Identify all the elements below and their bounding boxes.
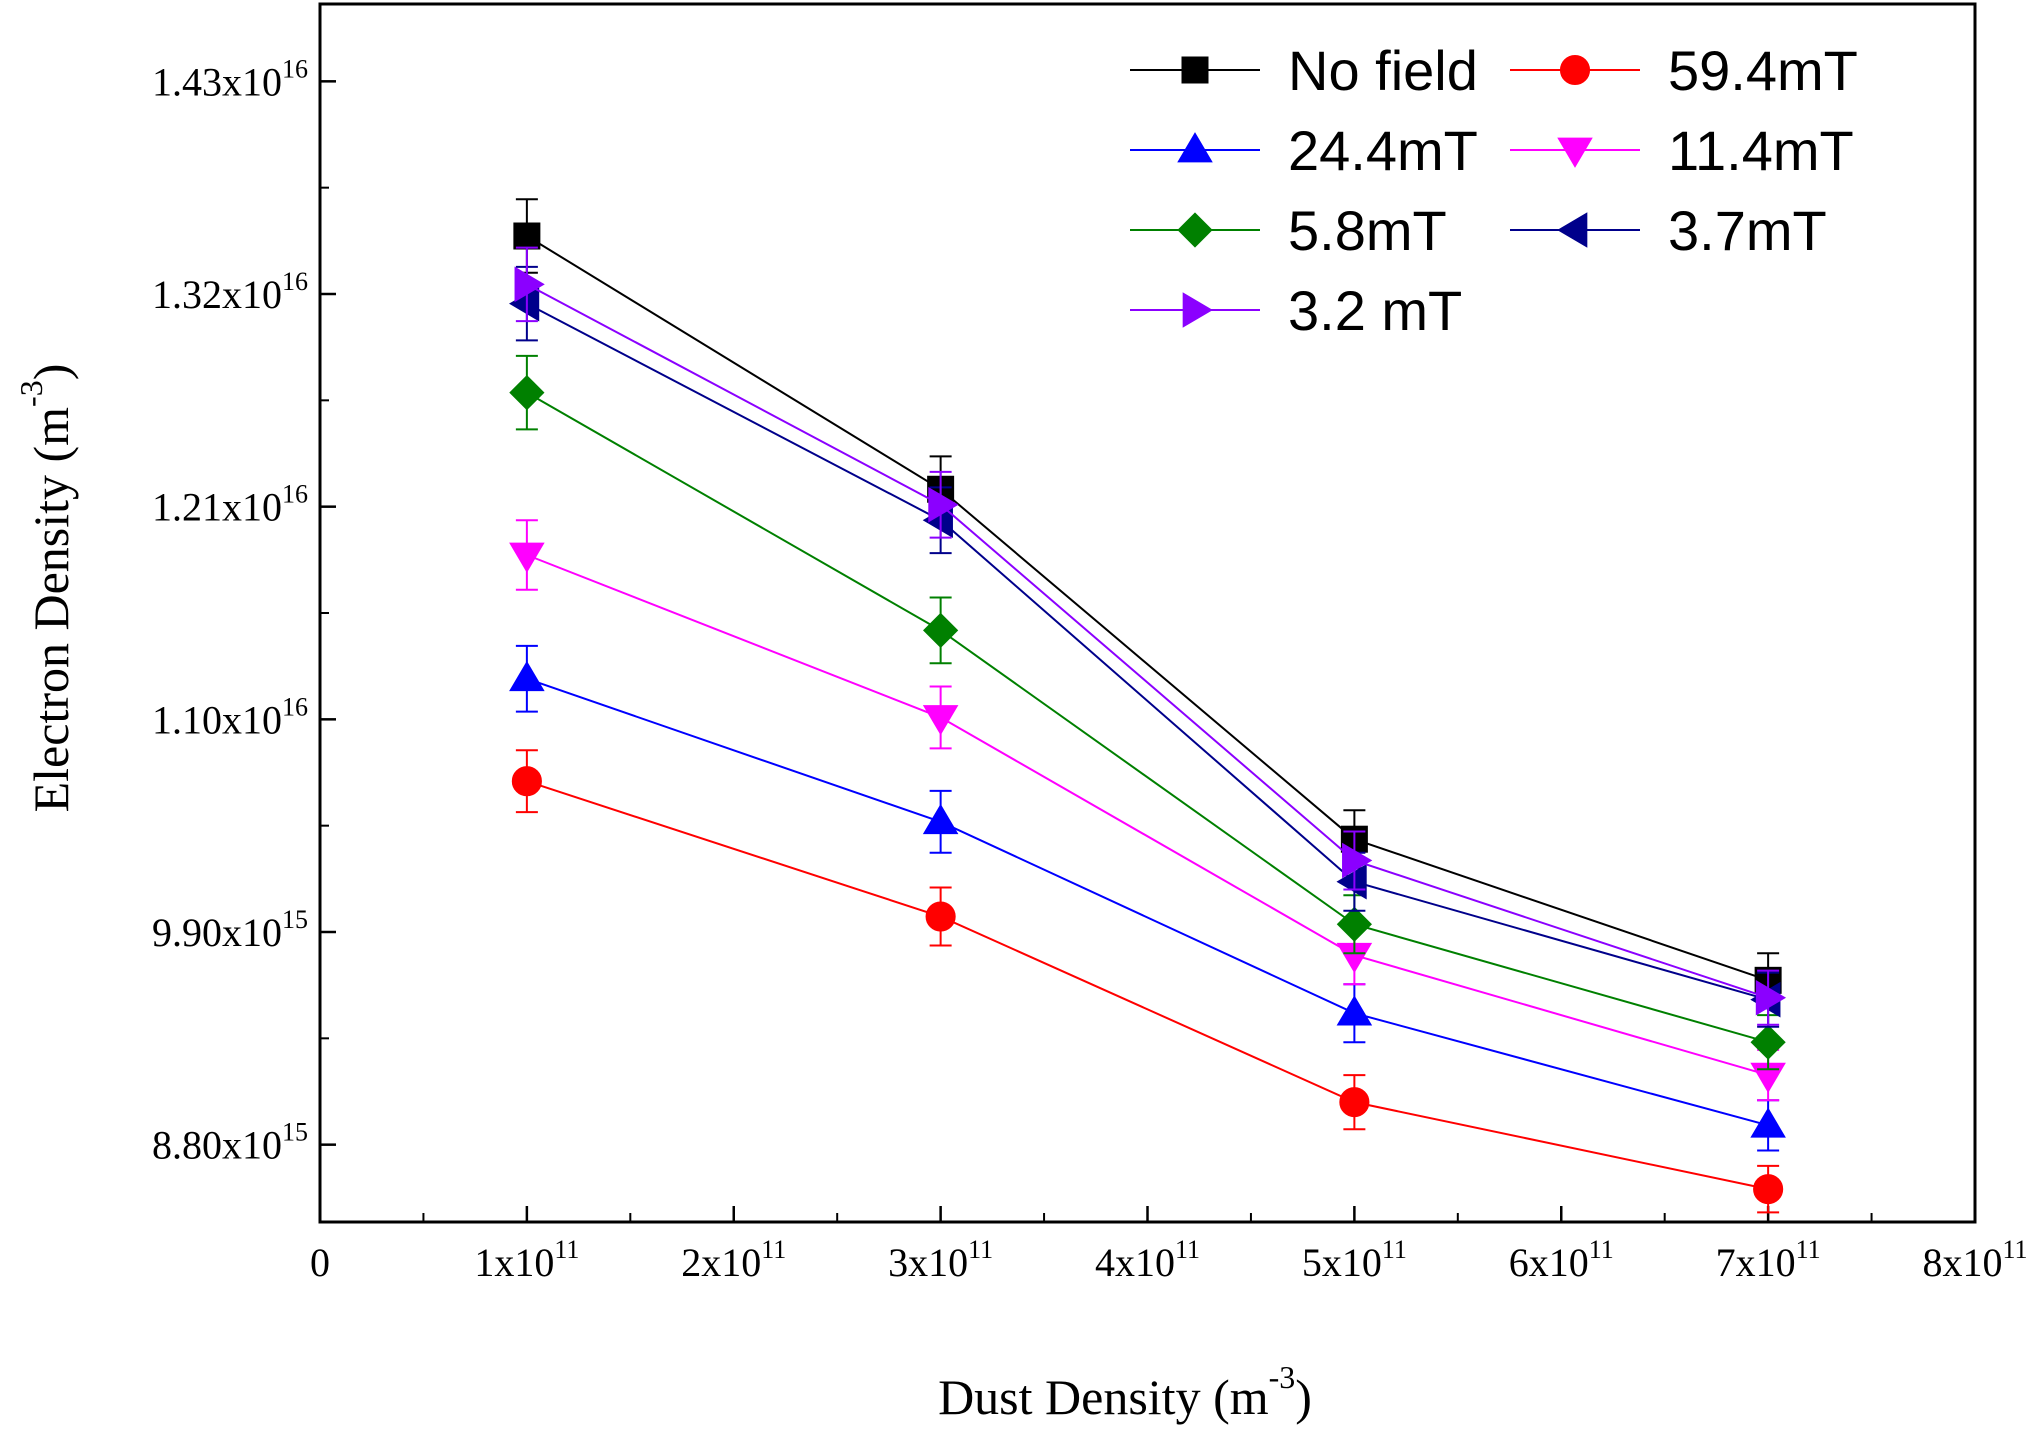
y-axis-title: Electron Density (m-3): [13, 364, 79, 813]
legend-marker: [1557, 137, 1593, 168]
x-tick-label: 6x1011: [1509, 1235, 1614, 1285]
legend-marker: [1177, 212, 1213, 248]
data-point: [509, 660, 545, 692]
series-59.4mt: [511, 749, 1784, 1214]
series-3.7mt: [508, 265, 1781, 1028]
legend-item: 59.4mT: [1510, 39, 1858, 102]
legend-label: 5.8mT: [1288, 199, 1447, 262]
legend-item: No field: [1130, 39, 1478, 102]
x-tick-label: 7x1011: [1716, 1235, 1821, 1285]
legend-label: No field: [1288, 39, 1478, 102]
legend-label: 24.4mT: [1288, 119, 1478, 182]
data-point: [1336, 995, 1373, 1026]
legend-marker: [1182, 292, 1213, 328]
x-tick-label: 2x1011: [681, 1235, 786, 1285]
data-point: [1755, 979, 1787, 1016]
series-24.4mt: [509, 644, 1786, 1152]
legend-marker: [1559, 54, 1591, 86]
y-tick-label: 1.10x1016: [152, 692, 308, 742]
x-axis-title: Dust Density (m-3): [938, 1359, 1312, 1425]
data-point: [1750, 1107, 1786, 1138]
y-tick-label: 1.32x1016: [152, 267, 308, 317]
axes: 0 1x1011 2x1011 3x1011 4x1011 5x1011 6x1011 7x1…: [152, 2, 2028, 1285]
data-point: [1342, 842, 1373, 879]
data-point: [509, 374, 545, 411]
data-point: [509, 542, 545, 573]
series-line: [526, 235, 1769, 982]
data-point: [1336, 906, 1372, 942]
x-tick-label: 4x1011: [1095, 1235, 1200, 1285]
data-point: [928, 486, 959, 523]
legend-marker: [1177, 132, 1213, 163]
data-point: [514, 266, 545, 303]
x-tick-label: 8x1011: [1922, 1235, 2027, 1285]
series-line: [526, 554, 1769, 1077]
plot-frame: [318, 2, 1977, 1224]
data-point: [925, 901, 956, 932]
legend-label: 3.2 mT: [1288, 279, 1462, 342]
data-point: [1753, 1174, 1784, 1205]
series-line: [526, 283, 1769, 999]
x-tick-label: 1x1011: [474, 1235, 579, 1285]
data-point: [922, 705, 959, 736]
legend-marker: [1557, 212, 1588, 248]
legend-item: 3.7mT: [1510, 199, 1827, 262]
y-tick-label: 1.21x1016: [152, 480, 308, 530]
y-tick-label: 8.80x1015: [152, 1118, 308, 1168]
series-3.2-mt: [514, 246, 1787, 1026]
y-tick-label: 1.43x1016: [152, 54, 308, 104]
legend-item: 11.4mT: [1510, 119, 1854, 182]
x-tick-label: 0: [310, 1240, 330, 1285]
legend-label: 11.4mT: [1668, 119, 1854, 182]
data-point: [923, 612, 959, 649]
series-line: [526, 780, 1769, 1191]
legend-marker: [1181, 56, 1209, 84]
data-point: [513, 222, 541, 250]
data-point: [511, 766, 542, 797]
x-tick-label: 3x1011: [888, 1235, 993, 1285]
legend: No field 59.4mT 24.4mT 11.4mT 5.8mT 3.7mT 3.2 …: [1130, 39, 1858, 342]
series-layer: [508, 198, 1787, 1214]
legend-item: 5.8mT: [1130, 199, 1447, 262]
data-point: [1339, 1087, 1370, 1118]
x-tick-label: 5x1011: [1302, 1235, 1407, 1285]
legend-item: 24.4mT: [1130, 119, 1478, 182]
legend-label: 3.7mT: [1668, 199, 1827, 262]
y-tick-label: 9.90x1015: [152, 905, 308, 955]
legend-label: 59.4mT: [1668, 39, 1858, 102]
data-point: [1750, 1024, 1786, 1060]
series-line: [526, 677, 1769, 1127]
series-line: [526, 302, 1769, 1001]
series-no-field: [513, 198, 1782, 1009]
legend-item: 3.2 mT: [1130, 279, 1462, 342]
series-5.8mt: [509, 354, 1786, 1071]
data-point: [922, 803, 959, 835]
series-line: [526, 391, 1769, 1044]
series-11.4mt: [509, 519, 1786, 1102]
